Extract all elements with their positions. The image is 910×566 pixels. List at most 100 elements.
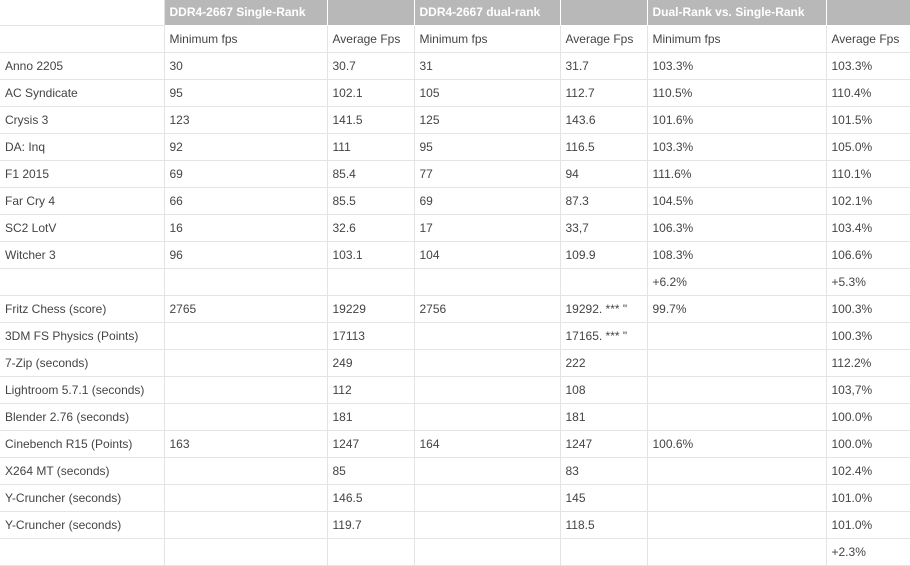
dual-rank-min-cell: 104 [414, 241, 561, 269]
sub-header-cell: Minimum fps [414, 25, 561, 53]
dual-rank-avg-cell [560, 538, 648, 566]
single-rank-avg-cell: 1247 [327, 430, 415, 458]
ratio-avg-cell: 102.4% [826, 457, 910, 485]
table-row: Cinebench R15 (Points) 163 1247 164 1247 100.… [0, 430, 910, 458]
ratio-avg-cell: 100.0% [826, 430, 910, 458]
sub-header-row: Minimum fps Average Fps Minimum fps Aver… [0, 25, 910, 53]
single-rank-min-cell [164, 322, 328, 350]
single-rank-min-cell: 92 [164, 133, 328, 161]
single-rank-min-cell [164, 403, 328, 431]
single-rank-min-cell: 96 [164, 241, 328, 269]
single-rank-avg-cell: 32.6 [327, 214, 415, 242]
dual-rank-min-cell [414, 457, 561, 485]
ratio-min-cell [647, 376, 827, 404]
table-row: Far Cry 4 66 85.5 69 87.3 104.5% 102.1% [0, 187, 910, 215]
dual-rank-avg-cell: 87.3 [560, 187, 648, 215]
table-row: Crysis 3 123 141.5 125 143.6 101.6% 101.5% [0, 106, 910, 134]
ratio-avg-cell: 100.3% [826, 322, 910, 350]
ratio-min-cell [647, 511, 827, 539]
table-row: DA: Inq 92 111 95 116.5 103.3% 105.0% [0, 133, 910, 161]
single-rank-avg-cell: 19229 [327, 295, 415, 323]
single-rank-min-cell [164, 457, 328, 485]
group-header-dual-rank: DDR4-2667 dual-rank [414, 0, 561, 26]
single-rank-avg-cell: 181 [327, 403, 415, 431]
ratio-avg-cell: 105.0% [826, 133, 910, 161]
ratio-min-cell: 108.3% [647, 241, 827, 269]
ratio-min-cell: 111.6% [647, 160, 827, 188]
ratio-min-cell: 100.6% [647, 430, 827, 458]
dual-rank-min-cell [414, 376, 561, 404]
single-rank-avg-cell: 103.1 [327, 241, 415, 269]
ratio-avg-cell: 101.0% [826, 484, 910, 512]
benchmark-name-cell: Blender 2.76 (seconds) [0, 403, 165, 431]
table-row: SC2 LotV 16 32.6 17 33,7 106.3% 103.4% [0, 214, 910, 242]
single-rank-avg-cell: 111 [327, 133, 415, 161]
single-rank-avg-cell: 141.5 [327, 106, 415, 134]
group-header-comparison: Dual-Rank vs. Single-Rank [647, 0, 827, 26]
dual-rank-min-cell [414, 484, 561, 512]
table-row: AC Syndicate 95 102.1 105 112.7 110.5% 110.4% [0, 79, 910, 107]
ratio-avg-cell: 100.0% [826, 403, 910, 431]
benchmark-name-cell: X264 MT (seconds) [0, 457, 165, 485]
dual-rank-avg-cell: 145 [560, 484, 648, 512]
single-rank-avg-cell: 102.1 [327, 79, 415, 107]
benchmark-name-cell: 7-Zip (seconds) [0, 349, 165, 377]
benchmark-name-cell: SC2 LotV [0, 214, 165, 242]
sub-header-cell: Minimum fps [647, 25, 827, 53]
ratio-avg-cell: 103.4% [826, 214, 910, 242]
single-rank-avg-cell: 85.4 [327, 160, 415, 188]
sub-header-cell: Average Fps [826, 25, 910, 53]
ratio-avg-cell: 110.1% [826, 160, 910, 188]
dual-rank-min-cell: 69 [414, 187, 561, 215]
ratio-avg-cell: 101.0% [826, 511, 910, 539]
table-row: 7-Zip (seconds) 249 222 112.2% [0, 349, 910, 377]
dual-rank-min-cell [414, 322, 561, 350]
single-rank-avg-cell: 146.5 [327, 484, 415, 512]
dual-rank-min-cell: 2756 [414, 295, 561, 323]
dual-rank-avg-cell: 108 [560, 376, 648, 404]
dual-rank-avg-cell: 181 [560, 403, 648, 431]
benchmark-name-cell: Cinebench R15 (Points) [0, 430, 165, 458]
ratio-avg-cell: 102.1% [826, 187, 910, 215]
sub-header-cell: Average Fps [327, 25, 415, 53]
ratio-min-cell: 103.3% [647, 133, 827, 161]
single-rank-avg-cell: 17113 [327, 322, 415, 350]
dual-rank-avg-cell: 109.9 [560, 241, 648, 269]
benchmark-name-cell: Anno 2205 [0, 52, 165, 80]
sub-header-cell: Average Fps [560, 25, 648, 53]
table-row: Y-Cruncher (seconds) 146.5 145 101.0% [0, 484, 910, 512]
dual-rank-avg-cell: 116.5 [560, 133, 648, 161]
benchmark-name-cell: Lightroom 5.7.1 (seconds) [0, 376, 165, 404]
table-row: X264 MT (seconds) 85 83 102.4% [0, 457, 910, 485]
ratio-avg-cell: 103,7% [826, 376, 910, 404]
ratio-min-cell [647, 538, 827, 566]
benchmark-name-cell: F1 2015 [0, 160, 165, 188]
single-rank-avg-cell: 119.7 [327, 511, 415, 539]
benchmark-name-cell: DA: Inq [0, 133, 165, 161]
dual-rank-avg-cell: 17165. *** " [560, 322, 648, 350]
ratio-avg-cell: 103.3% [826, 52, 910, 80]
dual-rank-avg-cell: 1247 [560, 430, 648, 458]
table-row: Witcher 3 96 103.1 104 109.9 108.3% 106.6% [0, 241, 910, 269]
table-row: F1 2015 69 85.4 77 94 111.6% 110.1% [0, 160, 910, 188]
single-rank-min-cell: 30 [164, 52, 328, 80]
single-rank-min-cell [164, 511, 328, 539]
single-rank-avg-cell [327, 538, 415, 566]
dual-rank-min-cell: 95 [414, 133, 561, 161]
single-rank-min-cell: 2765 [164, 295, 328, 323]
ratio-min-cell [647, 403, 827, 431]
dual-rank-avg-cell: 112.7 [560, 79, 648, 107]
single-rank-min-cell: 123 [164, 106, 328, 134]
dual-rank-avg-cell: 94 [560, 160, 648, 188]
single-rank-min-cell [164, 349, 328, 377]
table-row: +2.3% [0, 538, 910, 566]
ratio-min-cell [647, 349, 827, 377]
ratio-min-cell: +6.2% [647, 268, 827, 296]
ratio-min-cell [647, 322, 827, 350]
benchmark-name-cell [0, 268, 165, 296]
single-rank-min-cell: 95 [164, 79, 328, 107]
dual-rank-avg-cell: 83 [560, 457, 648, 485]
ratio-min-cell: 101.6% [647, 106, 827, 134]
table-row: Fritz Chess (score) 2765 19229 2756 19292. *… [0, 295, 910, 323]
group-header-single-rank: DDR4-2667 Single-Rank [164, 0, 328, 26]
